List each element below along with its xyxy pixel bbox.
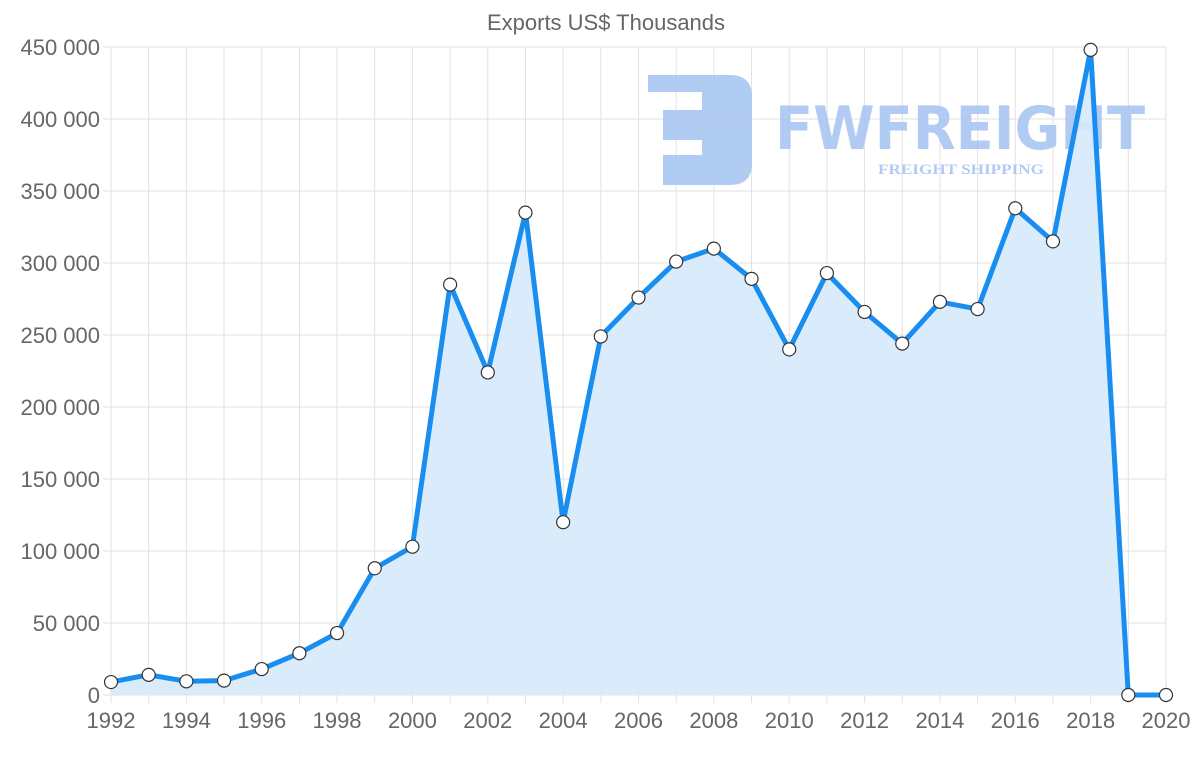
y-tick-label: 150 000 (20, 467, 100, 492)
data-point-2008[interactable] (706, 241, 721, 256)
y-tick-label: 100 000 (20, 539, 100, 564)
watermark-tagline: FREIGHT SHIPPING (878, 162, 1044, 178)
data-point-2002[interactable] (480, 365, 495, 380)
y-tick-label: 350 000 (20, 179, 100, 204)
data-point-2016[interactable] (1008, 201, 1023, 216)
x-tick-label: 1994 (162, 708, 211, 733)
data-point-2014[interactable] (932, 294, 948, 309)
data-point-1999[interactable] (367, 561, 382, 576)
data-point-2005[interactable] (593, 329, 608, 344)
data-points (103, 42, 1174, 703)
x-tick-label: 1998 (313, 708, 362, 733)
data-point-2001[interactable] (443, 277, 458, 292)
data-point-1997[interactable] (292, 646, 307, 661)
data-point-2010[interactable] (782, 342, 797, 357)
data-point-2011[interactable] (819, 265, 834, 281)
area-fill (111, 49, 1166, 695)
data-point-1993[interactable] (141, 667, 156, 682)
data-point-2018[interactable] (1083, 42, 1098, 57)
x-tick-label: 1996 (237, 708, 286, 733)
y-tick-label: 0 (88, 683, 100, 708)
chart-title: Exports US$ Thousands (487, 10, 725, 35)
data-point-2017[interactable] (1045, 234, 1061, 249)
x-tick-label: 2016 (991, 708, 1040, 733)
x-tick-label: 2018 (1066, 708, 1115, 733)
x-tick-label: 2000 (388, 708, 437, 733)
x-tick-label: 2010 (765, 708, 814, 733)
data-point-1996[interactable] (254, 661, 269, 677)
data-point-2003[interactable] (518, 205, 533, 220)
x-tick-label: 2014 (915, 708, 964, 733)
data-point-1995[interactable] (216, 673, 232, 688)
data-point-2009[interactable] (744, 271, 759, 286)
data-point-1994[interactable] (179, 674, 194, 689)
data-point-2006[interactable] (631, 290, 646, 305)
x-tick-label: 2004 (539, 708, 588, 733)
x-tick-label: 2008 (689, 708, 738, 733)
data-point-2000[interactable] (405, 539, 420, 554)
data-point-1992[interactable] (103, 674, 119, 690)
data-point-2020[interactable] (1158, 687, 1174, 703)
data-point-2019[interactable] (1121, 687, 1136, 703)
x-axis-ticks: 1992 1994 1996 1998 2000 2002 2004 2006 2008 2010… (87, 708, 1191, 733)
y-tick-label: 200 000 (20, 395, 100, 420)
data-point-2007[interactable] (669, 254, 684, 269)
data-point-2013[interactable] (895, 336, 910, 351)
x-tick-label: 2012 (840, 708, 889, 733)
y-tick-label: 400 000 (20, 107, 100, 132)
data-point-2015[interactable] (970, 301, 985, 317)
data-point-2004[interactable] (556, 515, 571, 530)
data-point-2012[interactable] (857, 304, 872, 320)
y-tick-label: 50 000 (33, 611, 100, 636)
fw-logo-icon (648, 75, 752, 185)
y-tick-label: 300 000 (20, 251, 100, 276)
x-tick-label: 2006 (614, 708, 663, 733)
y-axis-ticks: 0 50 000 100 000 150 000 200 000 250 000 300 0… (20, 35, 100, 708)
y-tick-label: 450 000 (20, 35, 100, 60)
y-tick-label: 250 000 (20, 323, 100, 348)
x-tick-label: 1992 (87, 708, 136, 733)
x-tick-label: 2020 (1142, 708, 1191, 733)
data-point-1998[interactable] (329, 625, 345, 641)
x-tick-label: 2002 (463, 708, 512, 733)
